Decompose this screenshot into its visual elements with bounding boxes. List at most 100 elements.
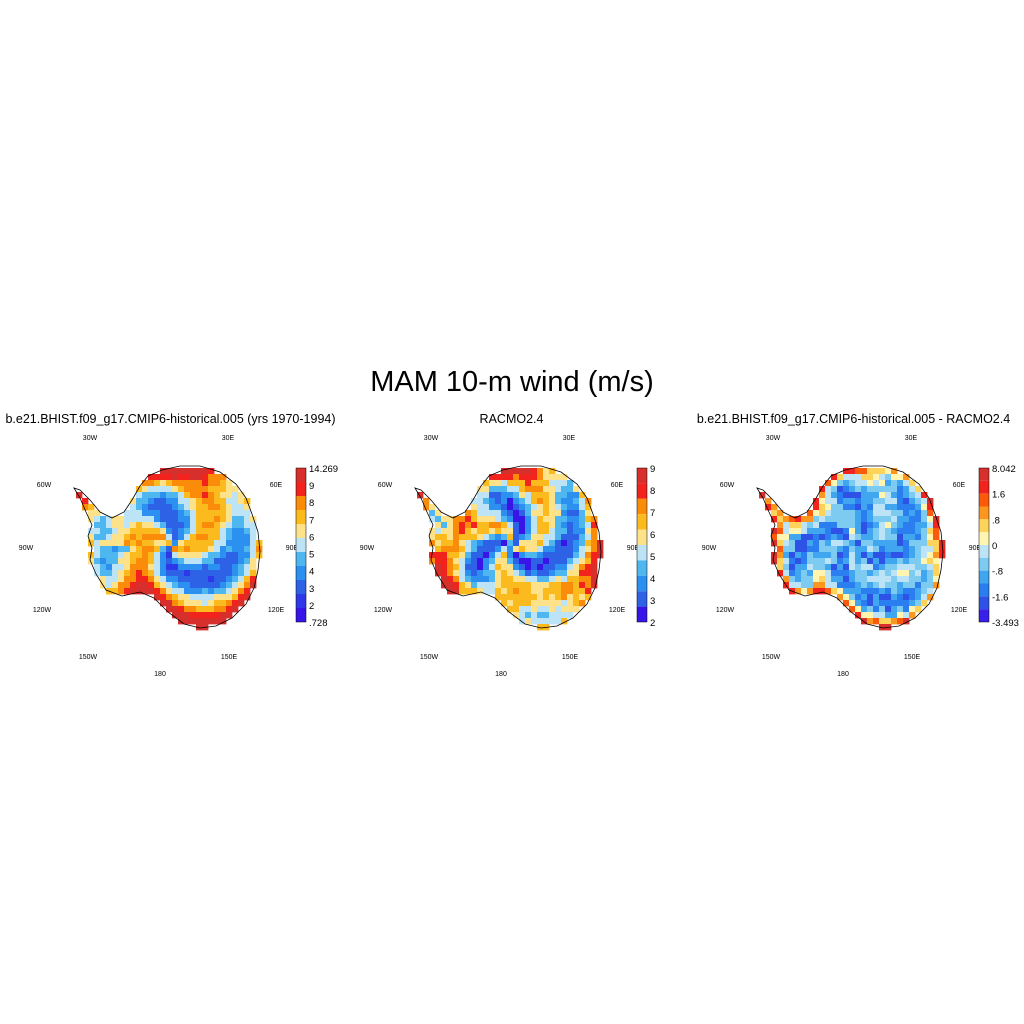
map-cell [513,546,520,553]
map-cell [567,600,574,607]
map-cell [537,624,544,631]
map-cell [585,540,592,547]
map-cell [915,576,922,583]
map-cell [166,468,173,475]
map-cell [447,546,454,553]
map-cell [196,612,203,619]
map-cell [531,606,538,613]
map-cell [244,588,251,595]
map-cell [561,534,568,541]
map-cell [555,564,562,571]
map-cell [909,558,916,565]
map-cell [849,528,856,535]
map-cell [489,588,496,595]
map-cell [130,570,137,577]
map-cell [795,516,802,523]
map-cell [232,600,239,607]
map-cell [214,516,221,523]
map-cell [495,576,502,583]
map-cell [861,468,868,475]
map-cell [825,528,832,535]
map-cell [897,594,904,601]
map-cell [867,582,874,589]
map-cell [849,588,856,595]
map-cell [819,486,826,493]
map-cell [933,570,940,577]
map-cell [507,606,514,613]
map-cell [88,540,95,547]
map-cell [933,558,940,565]
map-cell [801,552,808,559]
map-cell [220,588,227,595]
map-cell [525,606,532,613]
map-cell [531,498,538,505]
map-cell [471,504,478,511]
map-cell [136,570,143,577]
map-cell [513,486,520,493]
map-cell [172,534,179,541]
map-cell [172,600,179,607]
map-cell [813,516,820,523]
map-cell [238,498,245,505]
map-cell [813,540,820,547]
colorbar-label: 4 [309,567,314,578]
map-cell [531,528,538,535]
map-cell [915,522,922,529]
map-cell [483,534,490,541]
map-cell [795,570,802,577]
map-cell [777,546,784,553]
map-cell [555,504,562,511]
map-cell [250,552,257,559]
map-cell [555,588,562,595]
map-cell [897,564,904,571]
map-cell [483,528,490,535]
map-cell [196,606,203,613]
colorbar-label: 14.269 [309,464,338,475]
map-cell [549,600,556,607]
map-cell [130,558,137,565]
map-cell [148,558,155,565]
map-cell [831,558,838,565]
map-cell [172,528,179,535]
colorbar-label: .728 [309,618,328,629]
map-cell [94,528,101,535]
map-cell [849,576,856,583]
map-cell [160,540,167,547]
map-cell [543,582,550,589]
map-cell [927,510,934,517]
map-cell [238,570,245,577]
map-cell [879,594,886,601]
map-cell [118,564,125,571]
map-cell [154,570,161,577]
map-cell [477,504,484,511]
map-cell [477,486,484,493]
map-cell [909,612,916,619]
map-cell [459,528,466,535]
lon-label: 120W [33,607,52,614]
map-cell [124,534,131,541]
map-cell [184,492,191,499]
map-cell [855,564,862,571]
map-cell [849,570,856,577]
map-cell [196,468,203,475]
map-cell [879,534,886,541]
map-cell [909,510,916,517]
map-cell [112,534,119,541]
map-cell [921,516,928,523]
map-cell [819,522,826,529]
map-cell [903,510,910,517]
map-cell [801,528,808,535]
map-cell [489,492,496,499]
map-cell [819,492,826,499]
map-cell [933,576,940,583]
map-cell [226,600,233,607]
map-cell [459,522,466,529]
map-cell [160,486,167,493]
map-cell [130,498,137,505]
lon-label: 150W [762,654,781,661]
map-cell [855,516,862,523]
map-cell [172,546,179,553]
map-cell [555,522,562,529]
map-cell [483,516,490,523]
map-cell [525,582,532,589]
